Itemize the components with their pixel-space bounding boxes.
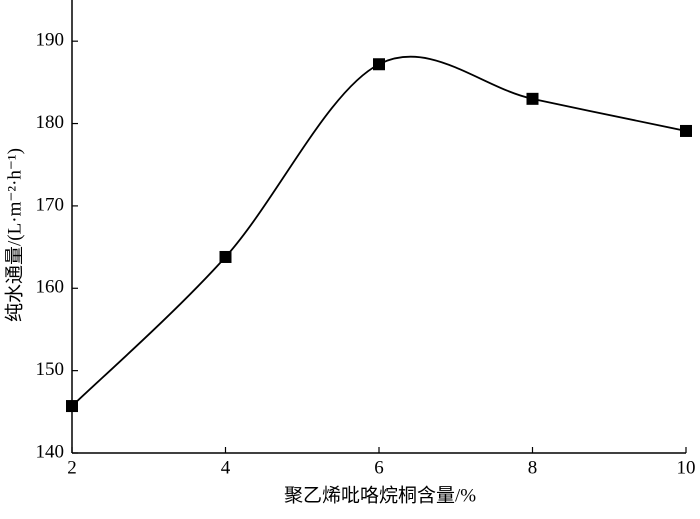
y-axis-label: 纯水通量/(L·m⁻²·h⁻¹) <box>3 148 25 322</box>
marker <box>680 124 692 137</box>
y-tick-label: 190 <box>36 30 65 51</box>
marker <box>219 250 232 263</box>
x-tick-label: 2 <box>67 457 77 478</box>
y-tick-label: 140 <box>36 441 65 462</box>
line <box>71 55 687 407</box>
x-axis-label: 聚乙烯吡咯烷桐含量/% <box>284 484 476 506</box>
y-tick-label: 170 <box>36 194 65 215</box>
y-tick-label: 160 <box>36 277 65 298</box>
x-tick-label: 4 <box>221 457 231 478</box>
x-tick-label: 8 <box>528 457 538 478</box>
y-tick-label: 180 <box>36 112 65 133</box>
marker <box>66 400 78 413</box>
x-tick-label: 6 <box>374 457 384 478</box>
marker <box>373 58 385 71</box>
y-tick-label: 150 <box>36 359 65 380</box>
x-tick-label: 10 <box>677 457 696 478</box>
marker <box>526 92 539 105</box>
